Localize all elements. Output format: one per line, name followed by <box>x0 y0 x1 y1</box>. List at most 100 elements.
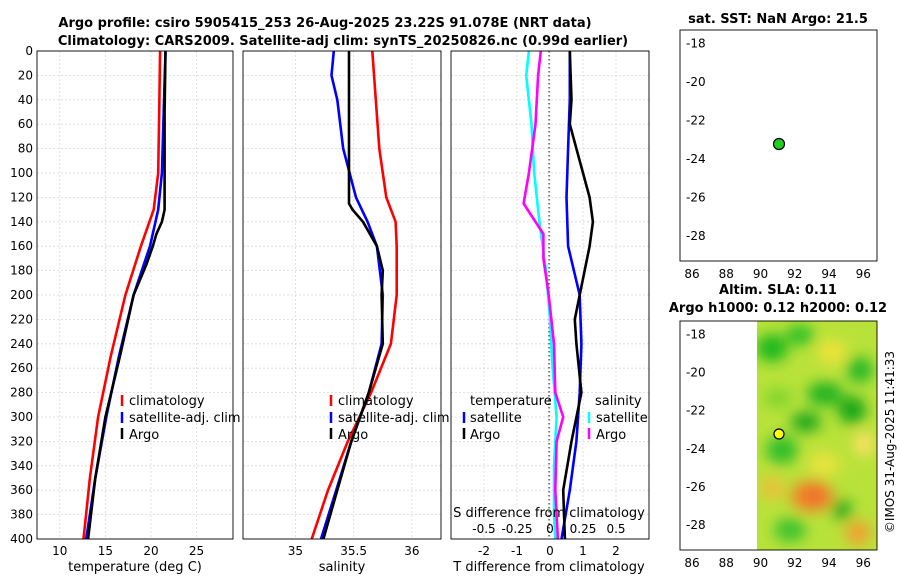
sla-blob <box>760 476 784 500</box>
argo-float-marker <box>773 428 785 440</box>
depth-tick-label: 0 <box>25 44 33 58</box>
sst-map-panel: sat. SST: NaN Argo: 21.5 86 88 90 92 94 96 -18… <box>679 12 878 281</box>
temperature-panel: 0 20 40 60 80 100 120 140 160 180 200 220 240 260 280 3… <box>10 44 241 575</box>
depth-tick-label: 380 <box>10 508 33 522</box>
salinity-panel: 35 35.5 36 salinity climatology satellite-… <box>242 50 450 575</box>
depth-tick-label: 340 <box>10 459 33 473</box>
longitude-tick-label: 94 <box>821 267 836 281</box>
x-tick-label: 0 <box>546 544 554 558</box>
longitude-tick-label: 92 <box>787 267 802 281</box>
depth-tick-label: 400 <box>10 532 33 546</box>
legend-s-argo: Argo <box>596 428 626 443</box>
sla-blob <box>766 436 798 464</box>
depth-tick-label: 260 <box>10 361 33 375</box>
imos-timestamp: ©IMOS 31-Aug-2025 11:41:33 <box>883 351 897 533</box>
x2-tick-label: 0.25 <box>570 522 597 536</box>
depth-tick-label: 60 <box>18 117 33 131</box>
depth-tick-label: 180 <box>10 264 33 278</box>
latitude-tick-label: -22 <box>686 113 706 127</box>
depth-tick-label: 140 <box>10 215 33 229</box>
latitude-tick-label: -18 <box>686 36 706 50</box>
sla-map-panel: Altim. SLA: 0.11 Argo h1000: 0.12 h2000:… <box>669 283 887 570</box>
temperature-axes-frame <box>36 50 234 540</box>
depth-tick-label: 160 <box>10 239 33 253</box>
depth-tick-label: 200 <box>10 288 33 302</box>
figure-title-line1: Argo profile: csiro 5905415_253 26-Aug-2… <box>58 16 591 31</box>
sla-blob <box>786 325 814 345</box>
sla-map-title-line1: Altim. SLA: 0.11 <box>719 283 837 298</box>
longitude-tick-label: 90 <box>753 556 768 570</box>
sst-map-title: sat. SST: NaN Argo: 21.5 <box>688 12 868 27</box>
longitude-tick-label: 86 <box>684 556 699 570</box>
series-salinity-argo <box>522 51 565 539</box>
salinity-profiles <box>310 51 399 539</box>
latitude-tick-label: -26 <box>686 190 706 204</box>
legend-t-argo: Argo <box>470 428 500 443</box>
depth-tick-labels: 0 20 40 60 80 100 120 140 160 180 200 220 240 260 280 3… <box>10 44 33 546</box>
sla-blob <box>808 452 840 476</box>
sla-map-title-line2: Argo h1000: 0.12 h2000: 0.12 <box>669 301 887 316</box>
x-tick-label: 25 <box>189 544 204 558</box>
longitude-tick-label: 96 <box>856 267 871 281</box>
sla-blob <box>757 334 788 362</box>
depth-tick-label: 360 <box>10 483 33 497</box>
depth-tick-label: 240 <box>10 337 33 351</box>
sla-map-tick-labels: 86 88 90 92 94 96 -18 -20 -22 -24 -26 -28 <box>684 327 871 570</box>
depth-tick-label: 320 <box>10 434 33 448</box>
difference-panel: -2 -1 0 1 2 -0.5 -0.25 0 0.25 0.5 S difference f… <box>450 50 650 575</box>
series-argo <box>322 51 385 539</box>
longitude-tick-label: 86 <box>684 267 699 281</box>
legend-temperature-title: temperature <box>470 394 552 409</box>
temperature-axis-label: temperature (deg C) <box>68 560 202 575</box>
sla-blob <box>818 340 846 364</box>
sla-heatmap-field <box>757 325 874 545</box>
sla-blob <box>774 518 806 542</box>
difference-legend: temperature satellite Argo salinity sate… <box>462 394 648 443</box>
series-climatology <box>310 51 399 539</box>
difference-profiles <box>522 51 595 539</box>
series-argo <box>86 51 167 539</box>
sla-blob <box>791 412 821 432</box>
latitude-tick-label: -28 <box>686 518 706 532</box>
argo-float-marker <box>772 137 786 151</box>
x-tick-label: -1 <box>511 544 523 558</box>
x2-tick-label: -0.5 <box>472 522 495 536</box>
depth-tick-label: 100 <box>10 166 33 180</box>
x2-tick-label: -0.25 <box>501 522 532 536</box>
depth-tick-label: 220 <box>10 312 33 326</box>
sla-blob <box>803 487 825 505</box>
sla-blob <box>845 521 871 545</box>
t-difference-tick-labels: -2 -1 0 1 2 <box>478 544 620 558</box>
sla-blob <box>807 382 843 406</box>
depth-tick-label: 20 <box>18 68 33 82</box>
longitude-tick-label: 92 <box>787 556 802 570</box>
x-tick-label: 10 <box>52 544 67 558</box>
sst-map-frame <box>679 29 878 262</box>
sst-map-tick-labels: 86 88 90 92 94 96 -18 -20 -22 -24 -26 -28 <box>684 36 871 281</box>
temperature-legend: climatology satellite-adj. clim Argo <box>120 394 241 443</box>
latitude-tick-label: -18 <box>686 327 706 341</box>
longitude-tick-label: 94 <box>821 556 836 570</box>
legend-s-satellite: satellite <box>596 411 648 426</box>
legend-salinity-title: salinity <box>595 394 642 409</box>
x-tick-label: 2 <box>612 544 620 558</box>
sla-blob <box>832 500 852 520</box>
legend-argo: Argo <box>129 428 159 443</box>
x-tick-label: 35 <box>288 544 303 558</box>
temperature-tick-labels: 10 15 20 25 <box>52 544 204 558</box>
legend-satellite-adj: satellite-adj. clim <box>129 411 241 426</box>
sla-blob <box>764 388 792 408</box>
sla-map-frame <box>679 320 878 551</box>
depth-tick-label: 120 <box>10 190 33 204</box>
depth-tick-label: 40 <box>18 93 33 107</box>
depth-tick-label: 300 <box>10 410 33 424</box>
longitude-tick-label: 88 <box>719 267 734 281</box>
x-tick-label: 1 <box>579 544 587 558</box>
salinity-gridlines <box>243 50 441 540</box>
s-difference-tick-labels: -0.5 -0.25 0 0.25 0.5 <box>472 522 625 536</box>
depth-tick-label: 80 <box>18 142 33 156</box>
legend-climatology: climatology <box>338 394 414 409</box>
x-tick-label: 15 <box>98 544 113 558</box>
latitude-tick-label: -26 <box>686 480 706 494</box>
